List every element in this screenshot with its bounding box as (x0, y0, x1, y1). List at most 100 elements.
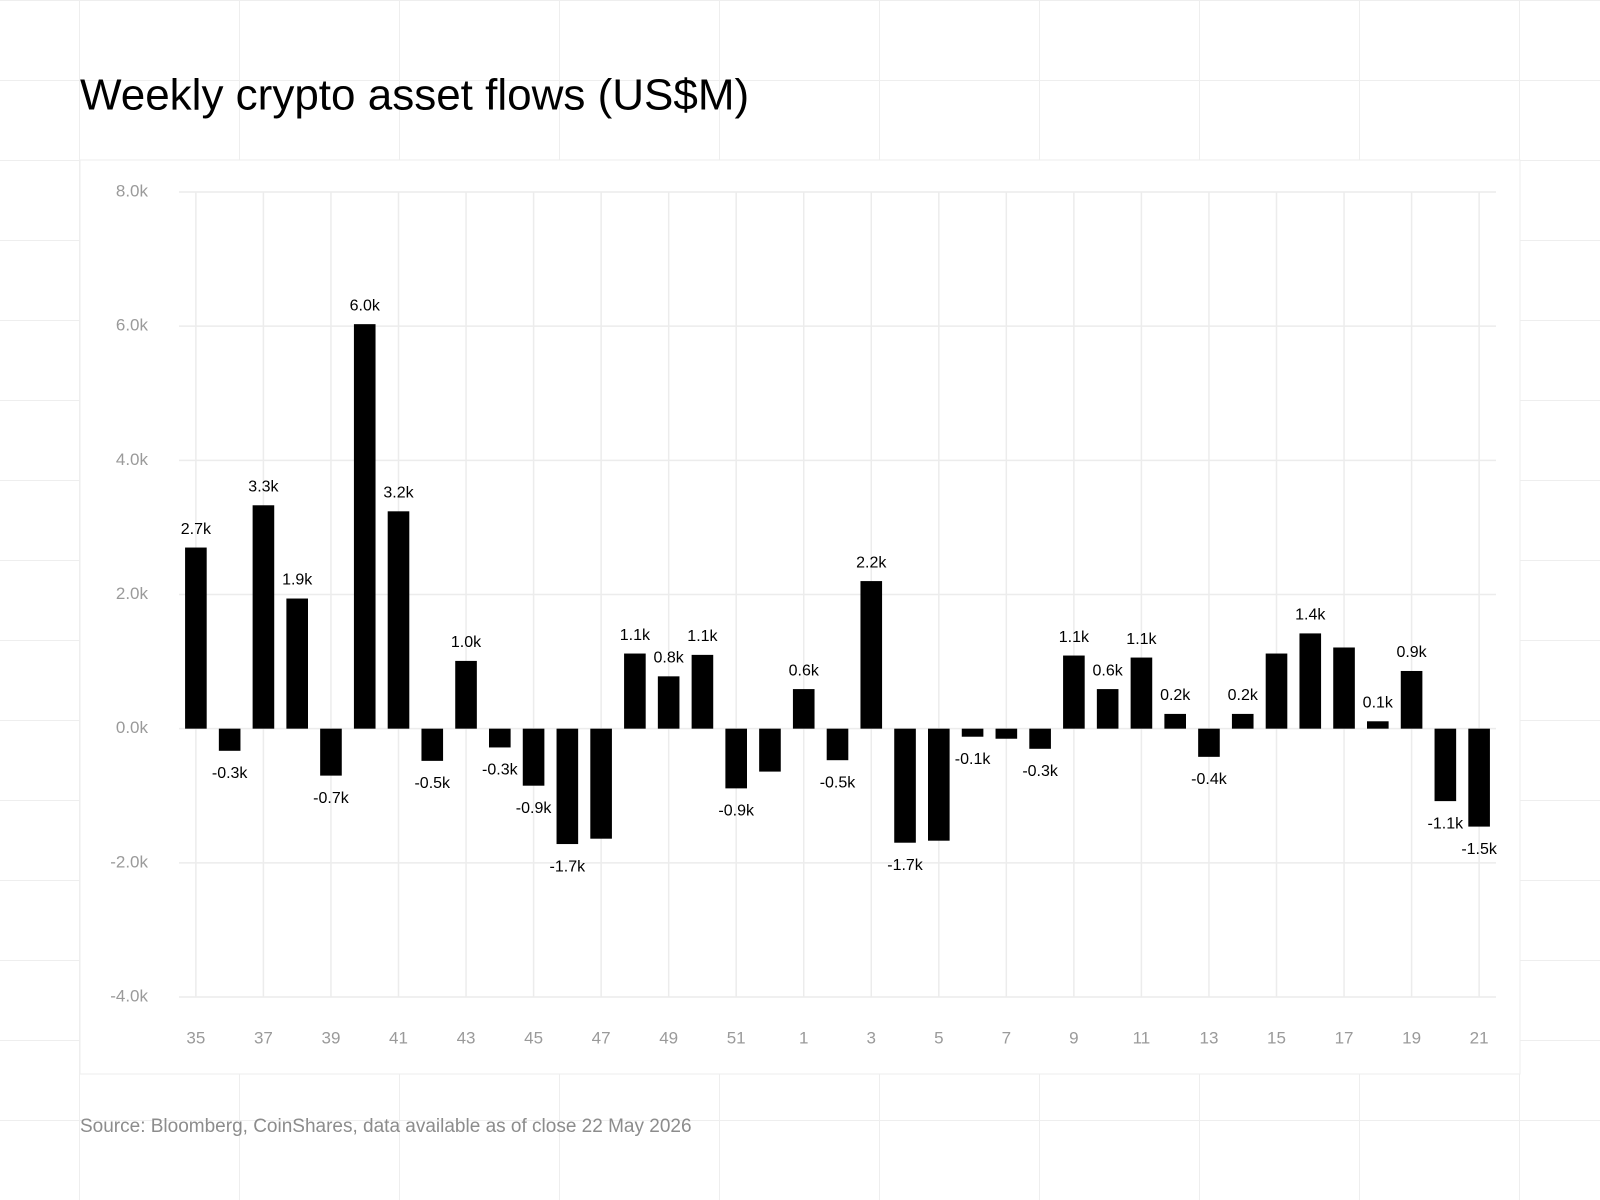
x-tick-label: 51 (727, 1028, 746, 1047)
value-label: 6.0k (350, 297, 381, 314)
value-label: 1.1k (1126, 631, 1157, 648)
bar (961, 728, 984, 737)
bar (1434, 728, 1457, 802)
y-tick-label: 6.0k (116, 316, 149, 335)
x-tick-label: 7 (1002, 1028, 1011, 1047)
bar (894, 728, 916, 843)
value-label: 0.6k (1093, 662, 1124, 679)
value-label: 0.9k (1396, 644, 1427, 661)
value-label: -0.3k (1022, 763, 1059, 780)
x-tick-label: 39 (322, 1028, 341, 1047)
bar (1468, 728, 1490, 827)
bar (1164, 713, 1186, 729)
bar (860, 581, 883, 729)
y-tick-label: 2.0k (116, 584, 149, 603)
value-label: -0.7k (313, 790, 350, 807)
value-label: -0.9k (516, 800, 553, 817)
y-tick-label: -4.0k (110, 986, 148, 1005)
value-label: 1.4k (1295, 607, 1326, 624)
bar (1096, 689, 1119, 729)
x-tick-label: 35 (186, 1028, 205, 1047)
x-tick-label: 11 (1133, 1028, 1151, 1047)
x-tick-label: 1 (799, 1028, 808, 1047)
x-tick-label: 45 (524, 1028, 543, 1047)
value-label: 1.1k (687, 628, 718, 645)
bar (792, 689, 815, 729)
y-tick-label: 4.0k (116, 450, 149, 469)
bar (759, 728, 781, 772)
bar (624, 653, 646, 729)
x-tick-label: 41 (389, 1028, 408, 1047)
value-label: -0.5k (820, 774, 857, 791)
x-tick-label: 13 (1200, 1028, 1219, 1047)
value-label: 1.1k (1059, 629, 1090, 646)
value-label: 2.2k (856, 554, 887, 571)
value-label: 0.6k (789, 662, 820, 679)
value-label: -0.4k (1191, 771, 1228, 788)
x-tick-label: 15 (1267, 1028, 1286, 1047)
value-label: 1.0k (451, 634, 482, 651)
bar (286, 598, 308, 729)
bar (826, 728, 849, 761)
chart-title: Weekly crypto asset flows (US$M) (80, 71, 749, 120)
bar (387, 511, 410, 729)
bar (1367, 721, 1389, 729)
bar (1400, 670, 1423, 729)
value-label: -1.7k (887, 857, 924, 874)
bar (455, 660, 477, 729)
value-label: 3.2k (383, 485, 414, 502)
chart-panel (79, 159, 1521, 1075)
bar (1231, 713, 1254, 729)
bar (725, 728, 747, 789)
bar (1265, 653, 1288, 729)
y-tick-label: 8.0k (116, 181, 149, 200)
x-tick-label: 5 (934, 1028, 943, 1047)
bar (320, 728, 342, 776)
value-label: -0.1k (955, 751, 992, 768)
bar (556, 728, 579, 845)
value-label: -0.9k (718, 803, 755, 820)
value-label: -0.3k (482, 762, 519, 779)
value-label: 2.7k (181, 521, 212, 538)
value-label: -1.5k (1461, 841, 1498, 858)
bar (185, 547, 207, 729)
value-label: -1.1k (1428, 815, 1465, 832)
x-tick-label: 21 (1470, 1028, 1489, 1047)
value-label: 0.1k (1363, 695, 1394, 712)
x-tick-label: 9 (1069, 1028, 1078, 1047)
x-tick-label: 3 (867, 1028, 876, 1047)
bar (1198, 728, 1220, 757)
bar (522, 728, 545, 786)
value-label: 0.2k (1160, 687, 1191, 704)
bar (995, 728, 1018, 739)
bar (1130, 657, 1153, 729)
value-label: 1.1k (620, 627, 651, 644)
value-label: 0.8k (654, 650, 685, 667)
bar (1029, 728, 1051, 749)
source-note: Source: Bloomberg, CoinShares, data avai… (80, 1116, 692, 1137)
value-label: 3.3k (248, 478, 279, 495)
x-tick-label: 37 (254, 1028, 273, 1047)
x-tick-label: 47 (592, 1028, 611, 1047)
y-tick-label: 0.0k (116, 718, 149, 737)
bar (421, 728, 444, 761)
value-label: -0.5k (414, 775, 451, 792)
bar (928, 728, 950, 841)
bar (1333, 647, 1355, 729)
bar (489, 728, 511, 748)
value-label: -1.7k (550, 858, 587, 875)
bar (691, 654, 714, 729)
bar (218, 728, 241, 751)
value-label: 1.9k (282, 572, 313, 589)
value-label: -0.3k (212, 765, 249, 782)
bar (1299, 633, 1322, 729)
bar (1063, 655, 1085, 729)
x-tick-label: 19 (1402, 1028, 1421, 1047)
x-tick-label: 43 (457, 1028, 476, 1047)
value-label: 0.2k (1228, 687, 1259, 704)
y-tick-label: -2.0k (110, 852, 148, 871)
bar (590, 728, 612, 839)
x-tick-label: 49 (659, 1028, 678, 1047)
